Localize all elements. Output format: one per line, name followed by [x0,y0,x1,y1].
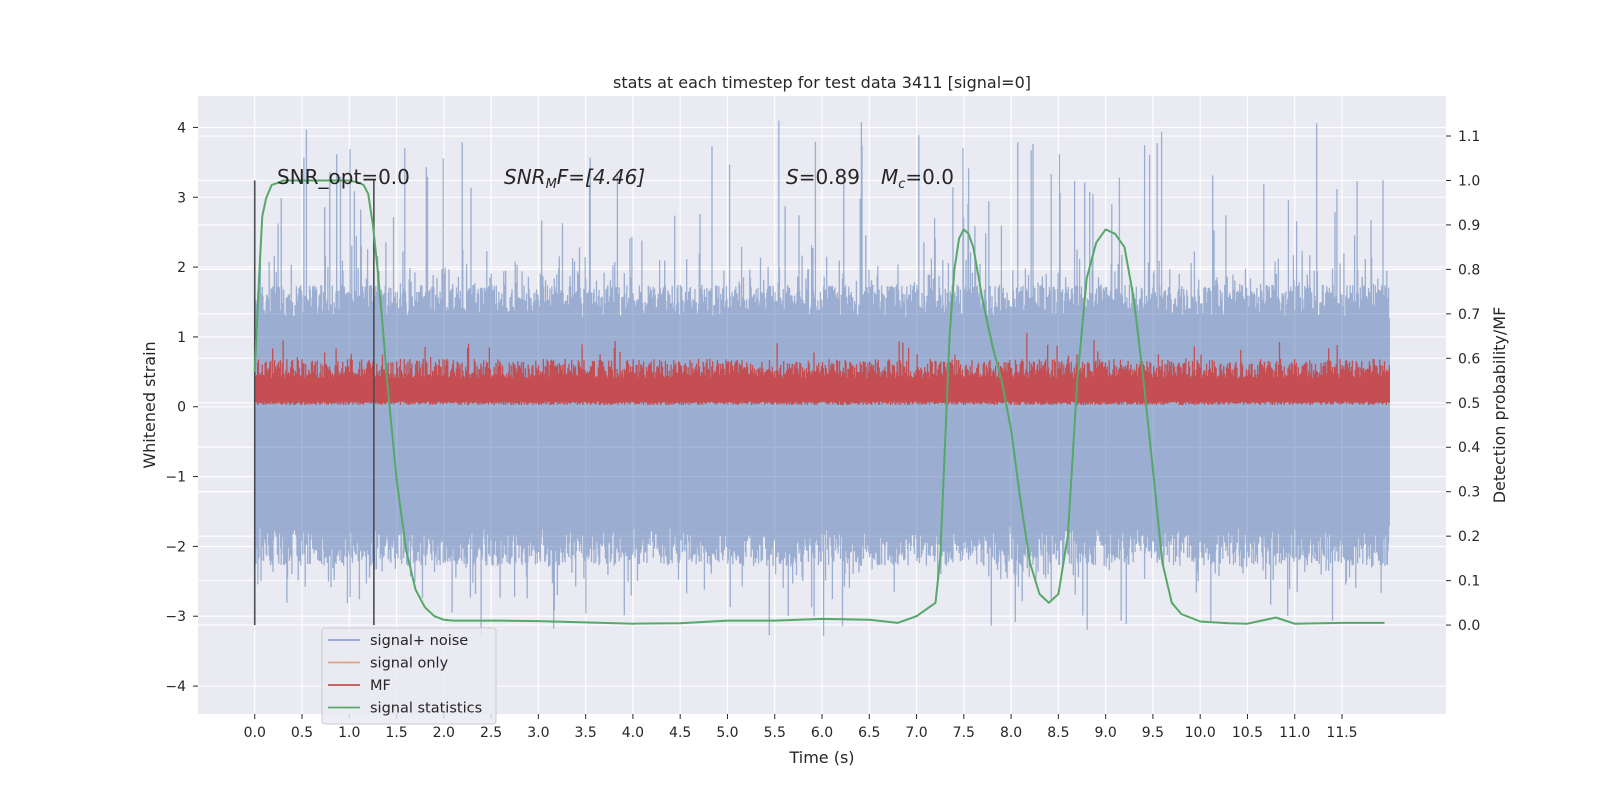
legend-label: MF [370,678,391,694]
x-tick-label: 4.0 [622,725,644,741]
x-tick-label: 2.5 [480,725,502,741]
right-y-tick-label: 0.8 [1458,262,1480,278]
y-tick-label: −2 [165,539,186,555]
x-axis-ticks: 0.0 0.5 1.0 1.5 2.0 2.5 3.0 3.5 4.0 4.5 5.0 5.5 6.0 6… [244,714,1358,741]
right-y-axis-label: Detection probability/MF [1490,307,1509,504]
right-y-tick-label: 1.1 [1458,129,1480,145]
right-y-tick-label: 0.5 [1458,396,1480,412]
right-y-tick-label: 0.6 [1458,351,1480,367]
signal-statistics-line [253,179,1385,625]
y-axis-label: Whitened strain [140,341,159,468]
mc-prefix: M [881,165,898,189]
y-tick-label: −3 [165,609,186,625]
right-y-tick-label: 0.9 [1458,218,1480,234]
legend-box [321,627,497,725]
right-y-axis-ticks: 0.0 0.1 0.2 0.3 0.4 0.5 0.6 0.7 0.8 0.9 1.0 1.1 [1446,129,1480,634]
x-tick-label: 3.0 [527,725,549,741]
x-tick-label: 9.5 [1142,725,1164,741]
x-axis-label: Time (s) [788,748,854,767]
x-tick-label: 6.0 [811,725,833,741]
y-tick-label: 4 [177,120,186,136]
right-y-tick-label: 0.0 [1458,618,1480,634]
y-tick-label: 3 [177,190,186,206]
y-tick-label: 1 [177,330,186,346]
annotation-mc: Mc=0.0 [881,165,954,192]
right-y-tick-label: 0.7 [1458,307,1480,323]
legend-label: signal+ noise [370,633,468,649]
annotation-snr-mf: SNRMF=[4.46] [504,165,645,192]
x-tick-label: 11.5 [1326,725,1357,741]
x-tick-label: 9.0 [1095,725,1117,741]
x-tick-label: 10.5 [1232,725,1263,741]
annotation-snr-opt: SNR_opt=0.0 [277,165,410,189]
s-suffix: =0.89 [799,165,860,189]
x-tick-label: 4.5 [669,725,691,741]
legend-label: signal statistics [370,701,482,717]
right-y-tick-label: 1.0 [1458,173,1480,189]
x-tick-label: 1.5 [385,725,407,741]
signal-statistics-series [253,179,1385,625]
vertical-markers [253,180,375,626]
y-tick-label: −4 [165,679,186,695]
y-tick-label: 0 [177,400,186,416]
y-tick-label: −1 [165,470,186,486]
x-tick-label: 6.5 [858,725,880,741]
snr-mf-prefix: SNR [504,165,546,189]
right-y-tick-label: 0.3 [1458,485,1480,501]
right-y-tick-label: 0.2 [1458,529,1480,545]
x-tick-label: 5.5 [764,725,786,741]
x-tick-label: 8.5 [1047,725,1069,741]
x-tick-label: 8.0 [1000,725,1022,741]
legend: signal+ noise signal only MF signal statist… [321,627,497,725]
snr-mf-sub: M [546,177,557,192]
x-tick-label: 10.0 [1185,725,1216,741]
x-tick-label: 0.5 [291,725,313,741]
mc-suffix: =0.0 [905,165,954,189]
s-prefix: S [786,165,799,189]
x-tick-label: 7.5 [953,725,975,741]
x-tick-label: 2.0 [433,725,455,741]
right-y-tick-label: 0.4 [1458,440,1480,456]
annotation-s: S=0.89 [786,165,860,189]
right-y-tick-label: 0.1 [1458,574,1480,590]
x-tick-label: 11.0 [1279,725,1310,741]
x-tick-label: 0.0 [244,725,266,741]
snr-mf-suffix: F=[4.46] [557,165,645,189]
x-tick-label: 5.0 [716,725,738,741]
x-tick-label: 7.0 [905,725,927,741]
x-tick-label: 1.0 [338,725,360,741]
y-axis-ticks: −4 −3 −2 −1 0 1 2 3 4 [165,120,198,695]
x-tick-label: 3.5 [575,725,597,741]
mc-sub: c [898,177,905,192]
y-tick-label: 2 [177,260,186,276]
legend-label: signal only [370,656,449,672]
chart-title: stats at each timestep for test data 341… [613,73,1031,92]
